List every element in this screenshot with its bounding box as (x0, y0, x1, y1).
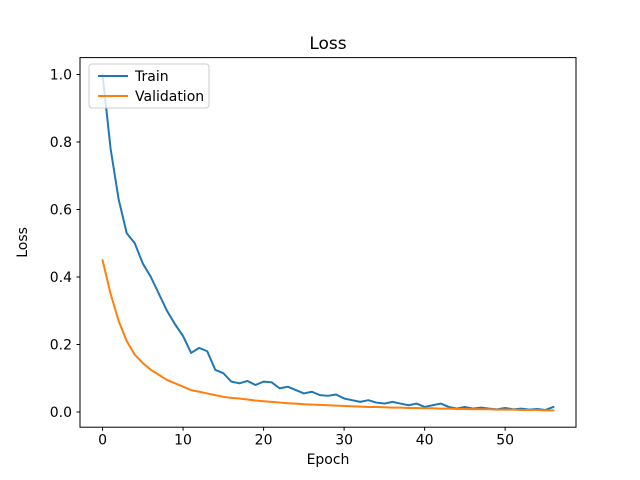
y-tick-label: 0.8 (50, 135, 72, 151)
y-tick-label: 0.4 (50, 270, 72, 286)
legend: Train Validation (88, 63, 210, 109)
plot-area (80, 57, 576, 428)
x-axis-label: Epoch (307, 452, 350, 468)
validation-line (101, 259, 555, 412)
x-tick-label: 0 (98, 433, 107, 449)
y-tick-label: 1.0 (50, 67, 72, 83)
y-tick-label: 0.0 (50, 405, 72, 421)
axes-frame (79, 57, 577, 428)
chart-title: Loss (309, 34, 346, 54)
y-tick-label: 0.6 (50, 202, 72, 218)
x-tick-label: 40 (416, 433, 434, 449)
train-line (101, 73, 555, 411)
legend-label-train: Train (134, 69, 169, 85)
y-tick-label: 0.2 (50, 338, 72, 354)
x-tick-label: 10 (174, 433, 192, 449)
legend-label-validation: Validation (135, 89, 204, 105)
x-tick-label: 30 (335, 433, 353, 449)
y-axis-label: Loss (15, 227, 31, 258)
x-tick-label: 20 (255, 433, 273, 449)
x-tick-label: 50 (496, 433, 514, 449)
